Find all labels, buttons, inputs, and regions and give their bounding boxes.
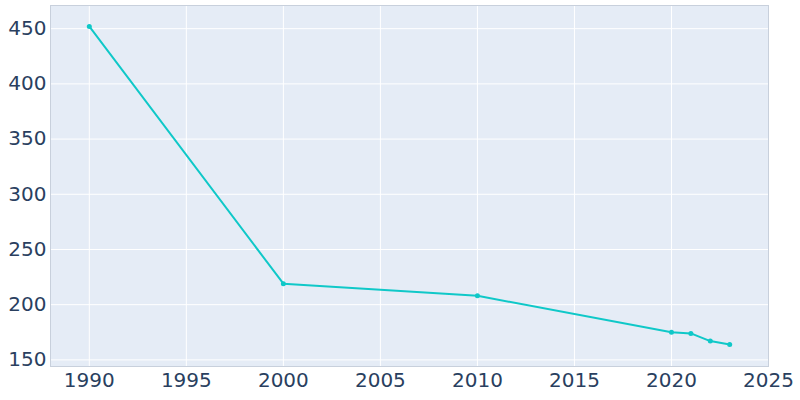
svg-text:400: 400 [8,71,46,95]
svg-text:2000: 2000 [258,368,309,392]
svg-text:1995: 1995 [161,368,212,392]
svg-text:2020: 2020 [646,368,697,392]
svg-text:250: 250 [8,237,46,261]
svg-text:450: 450 [8,16,46,40]
svg-text:350: 350 [8,126,46,150]
svg-text:2015: 2015 [549,368,600,392]
svg-text:300: 300 [8,182,46,206]
svg-text:150: 150 [8,347,46,371]
svg-text:2010: 2010 [452,368,503,392]
svg-text:1990: 1990 [64,368,115,392]
svg-text:2025: 2025 [743,368,794,392]
svg-text:2005: 2005 [355,368,406,392]
svg-text:200: 200 [8,292,46,316]
